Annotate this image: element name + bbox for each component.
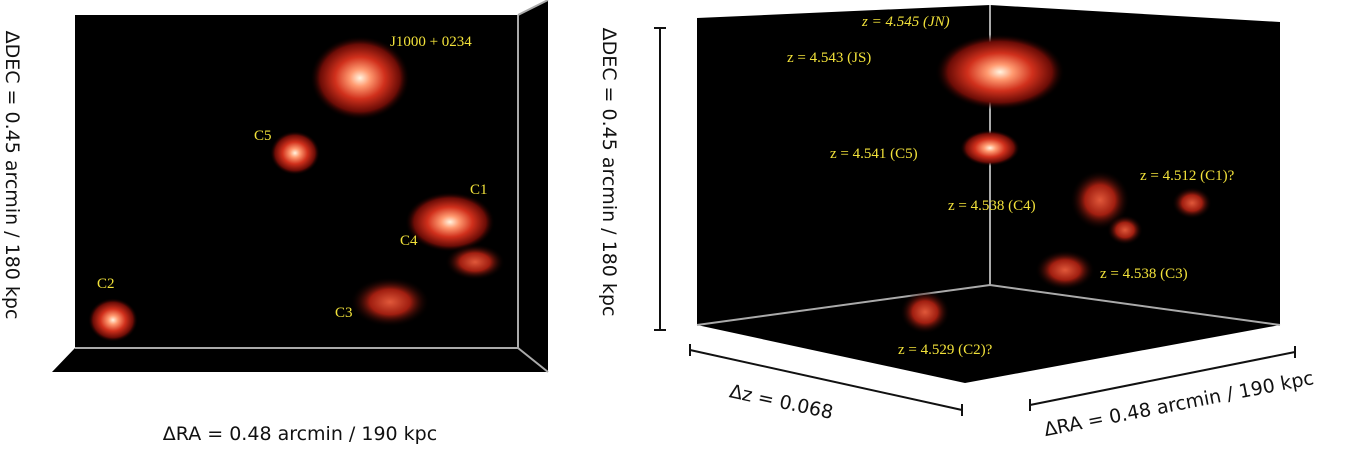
source-blob (1035, 250, 1095, 290)
source-blob (445, 244, 505, 280)
source-label: C1 (470, 182, 488, 198)
y-axis-label: ΔDEC = 0.45 arcmin / 180 kpc (1, 31, 23, 320)
floor (697, 285, 1280, 383)
scale-bar (654, 27, 666, 331)
scale-bar (689, 344, 963, 416)
source-blob (960, 130, 1020, 166)
source-blob (88, 298, 138, 342)
source-label: z = 4.543 (JS) (787, 50, 871, 66)
edge (517, 347, 549, 373)
source-label: z = 4.538 (C4) (948, 198, 1036, 214)
source-blob (1172, 187, 1212, 219)
source-label: z = 4.538 (C3) (1100, 266, 1188, 282)
source-label: z = 4.545 (JN) (861, 14, 950, 30)
source-blob (405, 192, 495, 252)
back-face (75, 15, 518, 348)
z-axis-label: Δz = 0.068 (727, 380, 835, 423)
y-axis-label: ΔDEC = 0.45 arcmin / 180 kpc (598, 28, 620, 317)
right-wall (990, 5, 1280, 325)
scale-bar (1029, 346, 1296, 411)
left-wall (697, 5, 990, 325)
source-label: z = 4.529 (C2)? (898, 342, 993, 358)
source-blob (900, 290, 950, 334)
x-axis-label: ΔRA = 0.48 arcmin / 190 kpc (163, 423, 437, 445)
source-blob (350, 277, 430, 327)
source-label: z = 4.541 (C5) (830, 146, 918, 162)
source-blob (935, 34, 1065, 110)
source-blob (270, 131, 320, 175)
source-label: J1000 + 0234 (390, 34, 472, 50)
source-blob (310, 36, 410, 120)
floor (52, 348, 548, 372)
edge (517, 0, 549, 16)
right-panel: z = 4.545 (JN) z = 4.543 (JS) z = 4.541 … (598, 5, 1316, 441)
side-wall (518, 0, 548, 372)
source-label: C5 (254, 128, 272, 144)
source-label: C3 (335, 305, 353, 321)
source-label: C4 (400, 233, 418, 249)
source-label: z = 4.512 (C1)? (1140, 168, 1235, 184)
x-axis-label: ΔRA = 0.48 arcmin / 190 kpc (1042, 367, 1316, 441)
source-label: C2 (97, 276, 115, 292)
source-blob (1070, 170, 1130, 230)
left-panel: J1000 + 0234 C5 C1 C4 C2 C3 ΔDEC = 0.45 … (1, 0, 549, 445)
source-blob (1107, 215, 1143, 245)
edge (696, 283, 1281, 326)
